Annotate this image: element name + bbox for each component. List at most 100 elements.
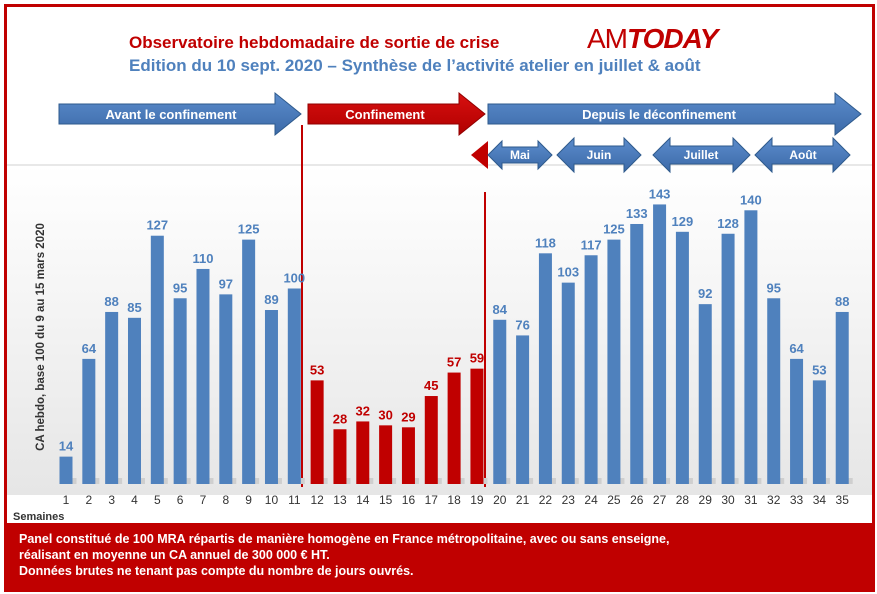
data-label-week-27: 143 (649, 186, 671, 201)
x-axis-label: Semaines (13, 511, 65, 523)
data-label-week-7: 110 (192, 251, 213, 266)
phase-label-during: Confinement (345, 107, 425, 122)
bar-week-12 (310, 380, 324, 484)
data-label-week-8: 97 (219, 276, 233, 291)
x-tick-week-10: 10 (265, 493, 279, 507)
x-tick-week-11: 11 (288, 493, 301, 507)
bar-week-14 (356, 421, 370, 484)
data-label-week-23: 103 (557, 265, 579, 280)
data-label-week-26: 133 (626, 206, 648, 221)
x-tick-week-9: 9 (245, 493, 252, 507)
chart-title: Observatoire hebdomadaire de sortie de c… (129, 33, 500, 52)
data-label-week-25: 125 (603, 222, 625, 237)
data-label-week-2: 64 (82, 341, 97, 356)
bar-week-18 (447, 372, 461, 484)
x-tick-week-12: 12 (310, 493, 324, 507)
data-label-week-3: 88 (104, 294, 118, 309)
data-label-week-5: 127 (146, 218, 168, 233)
data-label-week-30: 128 (717, 216, 739, 231)
bar-week-19 (470, 368, 484, 484)
bar-week-1 (59, 456, 73, 484)
x-tick-week-27: 27 (653, 493, 667, 507)
bar-week-6 (173, 298, 187, 484)
month-arrow-aout: Août (754, 136, 851, 174)
bar-week-28 (675, 231, 689, 484)
bar-week-15 (379, 425, 393, 484)
x-tick-week-19: 19 (470, 493, 484, 507)
x-tick-week-5: 5 (154, 493, 161, 507)
x-tick-week-28: 28 (676, 493, 690, 507)
chart-subtitle: Edition du 10 sept. 2020 – Synthèse de l… (129, 56, 701, 75)
chart-frame: Observatoire hebdomadaire de sortie de c… (4, 4, 875, 592)
month-arrow-start-marker (471, 141, 488, 169)
x-tick-week-2: 2 (85, 493, 92, 507)
phase-label-before: Avant le confinement (106, 107, 238, 122)
bar-week-7 (196, 268, 210, 484)
bar-week-30 (721, 233, 735, 484)
bar-week-16 (401, 427, 415, 484)
bar-week-29 (698, 304, 712, 484)
x-tick-week-6: 6 (177, 493, 184, 507)
footer-line-2: réalisant en moyenne un CA annuel de 300… (19, 548, 330, 562)
bar-week-4 (127, 317, 141, 484)
x-tick-week-33: 33 (790, 493, 804, 507)
x-tick-week-35: 35 (836, 493, 850, 507)
data-label-week-12: 53 (310, 362, 324, 377)
data-label-week-29: 92 (698, 286, 712, 301)
amtoday-logo: AMTODAY (587, 23, 718, 54)
data-label-week-6: 95 (173, 280, 187, 295)
footer-line-3: Données brutes ne tenant pas compte du n… (19, 564, 414, 578)
data-label-week-22: 118 (535, 235, 556, 250)
x-tick-week-4: 4 (131, 493, 138, 507)
month-label-aout: Août (789, 148, 816, 162)
bar-week-3 (105, 311, 119, 484)
data-label-week-17: 45 (424, 378, 438, 393)
month-label-juillet: Juillet (684, 148, 719, 162)
data-label-week-28: 129 (672, 214, 694, 229)
data-label-week-19: 59 (470, 351, 484, 366)
bar-week-10 (264, 310, 278, 484)
bar-week-23 (561, 282, 575, 484)
x-tick-week-29: 29 (699, 493, 713, 507)
month-arrow-mai: Mai (487, 139, 553, 171)
bar-week-5 (150, 235, 164, 484)
data-label-week-32: 95 (766, 280, 780, 295)
bar-chart: Avant le confinement Confinement Depuis … (7, 91, 872, 507)
bar-week-20 (493, 319, 507, 484)
bar-week-24 (584, 255, 598, 484)
phase-arrow-after: Depuis le déconfinement (487, 91, 862, 137)
bar-week-27 (653, 204, 667, 484)
x-tick-week-21: 21 (516, 493, 530, 507)
x-tick-week-24: 24 (584, 493, 598, 507)
data-label-week-16: 29 (401, 409, 415, 424)
x-tick-week-16: 16 (402, 493, 416, 507)
bar-week-9 (242, 239, 256, 484)
bar-week-21 (516, 335, 530, 484)
data-label-week-14: 32 (356, 403, 370, 418)
data-label-week-31: 140 (740, 192, 762, 207)
bar-week-33 (790, 358, 804, 484)
footer-note: Panel constitué de 100 MRA répartis de m… (7, 523, 872, 589)
data-label-week-34: 53 (812, 362, 826, 377)
data-label-week-18: 57 (447, 355, 461, 370)
x-tick-week-14: 14 (356, 493, 370, 507)
x-tick-week-26: 26 (630, 493, 644, 507)
bar-week-13 (333, 429, 347, 484)
bar-week-17 (424, 396, 438, 484)
bars-group: 1416428838541275956110797812598910100115… (59, 186, 853, 507)
phase-arrow-during: Confinement (307, 91, 486, 137)
x-tick-week-32: 32 (767, 493, 781, 507)
x-tick-week-13: 13 (333, 493, 347, 507)
x-tick-week-30: 30 (721, 493, 735, 507)
x-tick-week-31: 31 (744, 493, 758, 507)
x-tick-week-1: 1 (63, 493, 70, 507)
x-tick-week-7: 7 (200, 493, 207, 507)
data-label-week-24: 117 (581, 237, 602, 252)
bar-week-11 (287, 288, 301, 484)
x-tick-week-17: 17 (425, 493, 439, 507)
x-tick-week-22: 22 (539, 493, 553, 507)
phase-label-after: Depuis le déconfinement (582, 107, 737, 122)
data-label-week-9: 125 (238, 222, 260, 237)
bar-week-35 (835, 311, 849, 484)
month-arrow-juin: Juin (556, 136, 642, 174)
